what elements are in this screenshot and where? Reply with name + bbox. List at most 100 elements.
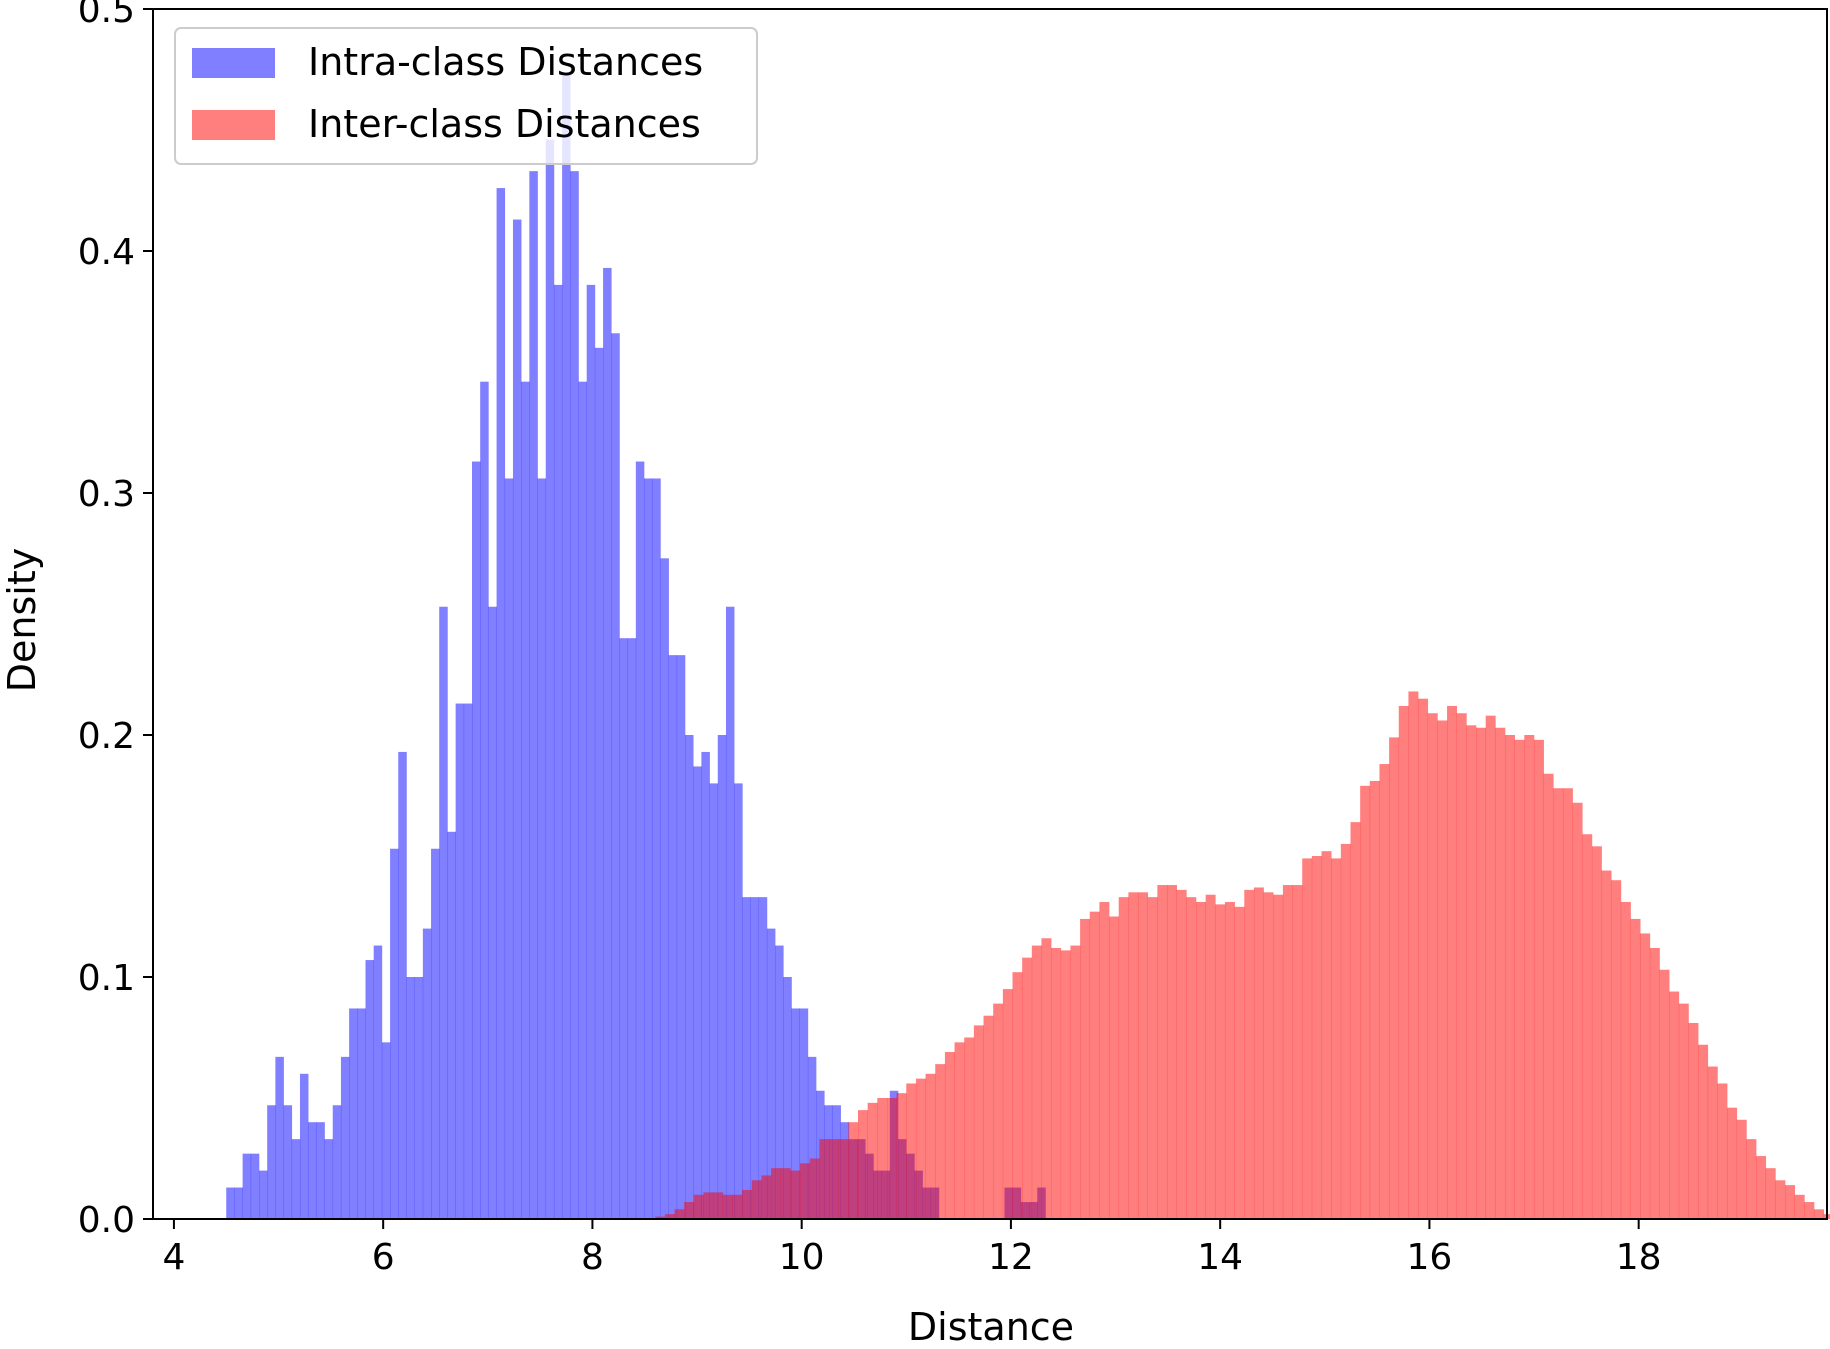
ticks-layer: 4 6 8 10 12 14 16 18 0.0 0.1 0.2 0.3 0.4 0.5 [78,0,1662,1278]
histogram-bar [455,703,465,1219]
histogram-bar [480,381,489,1219]
histogram-bar [1253,887,1264,1219]
histogram-bar [732,1194,743,1219]
histogram-bar [783,977,792,1219]
histogram-bar [807,1056,817,1219]
histogram-bar [439,606,448,1219]
y-tick-label: 0.4 [78,232,135,273]
histogram-bar [267,1105,276,1219]
histogram-bar [1418,698,1429,1219]
histogram-bar [790,1170,801,1219]
histogram-bar [761,1175,772,1219]
histogram-bar [447,831,456,1219]
series-inter-bars [655,691,1830,1219]
histogram-bar [1331,858,1342,1219]
histogram-bar [676,655,686,1219]
histogram-bar [529,171,538,1219]
histogram-bar [537,478,547,1220]
y-tick-label: 0.5 [78,0,135,31]
histogram-bar [349,1008,358,1219]
histogram-bar [611,333,620,1219]
histogram-bar [660,558,669,1219]
histogram-bar [1109,916,1120,1219]
histogram-bar [398,751,407,1219]
histogram-bar [1195,901,1206,1219]
histogram-bar [472,461,481,1219]
histogram-bar [1746,1139,1757,1219]
histogram-bar [1495,727,1506,1219]
histogram-bar [944,1052,955,1219]
histogram-bar [1669,991,1680,1219]
histogram-bar [1717,1083,1728,1219]
histogram-bar [504,478,514,1220]
histogram-bar [1659,969,1670,1219]
histogram-bar [1147,897,1158,1219]
histogram-bar [512,219,522,1220]
histogram-bar [1794,1194,1805,1219]
histogram-bar [877,1098,888,1219]
histogram-bar [758,897,768,1219]
histogram-bar [1640,933,1651,1219]
histogram-bar [1012,972,1023,1219]
legend-swatch-intra [192,48,275,78]
histogram-bar [1080,918,1091,1219]
histogram-bar [1514,739,1525,1219]
histogram-bar [668,655,678,1219]
histogram-bar [1118,897,1129,1219]
histogram-bar [750,897,760,1219]
histogram-bar [906,1083,917,1219]
histogram-bar [521,381,530,1219]
histogram-bar [1572,802,1583,1219]
histogram-bar [742,1189,753,1219]
histogram-bar [954,1042,965,1219]
histogram-bar [373,945,383,1219]
histogram-bar [570,171,579,1219]
histogram-bar [1408,691,1419,1219]
histogram-bar [780,1168,791,1219]
histogram-bar [1282,885,1293,1219]
histogram-bar [1302,858,1313,1219]
histogram-bar [1804,1202,1815,1219]
histogram-bar [308,1122,317,1219]
histogram-bar [751,1180,762,1219]
histogram-bar [983,1015,994,1219]
histogram-bar [1591,846,1602,1219]
histogram-bar [848,1122,859,1219]
histogram-bar [1138,892,1148,1219]
histogram-bar [291,1139,301,1219]
histogram-bar [1215,904,1226,1219]
histogram-bar [766,928,776,1219]
legend-label-intra: Intra-class Distances [308,40,703,84]
histogram-bar [829,1139,839,1219]
histogram-bar [553,284,563,1219]
histogram-bar [1205,894,1216,1219]
histogram-bar [684,1202,695,1219]
histogram-bar [652,478,661,1220]
histogram-bar [1775,1180,1786,1219]
histogram-bar [619,638,628,1219]
histogram-bar [586,284,596,1219]
histogram-bar [603,267,612,1219]
histogram-bar [1360,785,1371,1219]
histogram-bar [674,1209,685,1219]
histogram-bar [1688,1022,1699,1219]
histogram-bar [234,1187,243,1219]
histogram-bar [703,1192,714,1219]
histogram-bar [496,188,506,1220]
histogram-bar [886,1098,897,1219]
histogram-bar [1505,735,1515,1219]
histogram-bar [1051,947,1062,1219]
y-tick-label: 0.2 [78,716,135,757]
histogram-bar [357,1008,366,1219]
histogram-bar [1466,725,1477,1219]
histogram-bar [1447,705,1458,1219]
histogram-bar [1263,892,1274,1219]
histogram-bar [1582,834,1593,1219]
histogram-bar [1350,822,1361,1219]
histogram-bar [414,977,424,1219]
plot-frame [152,8,1828,1220]
histogram-bar [775,945,784,1219]
histogram-bar [896,1093,907,1219]
